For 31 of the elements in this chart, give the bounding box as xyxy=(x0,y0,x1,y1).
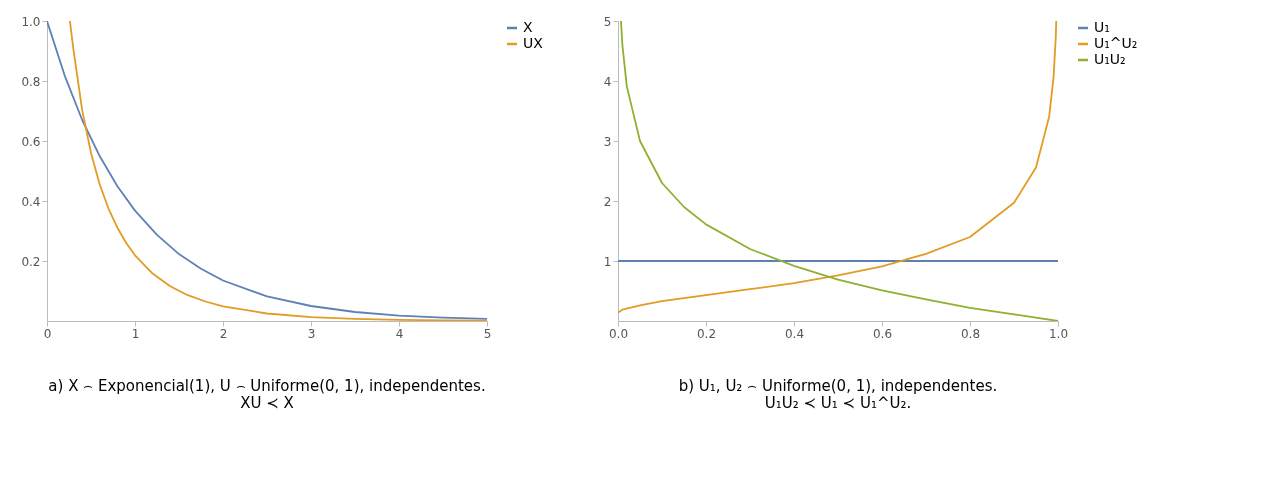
x-tick-label: 1 xyxy=(131,326,140,341)
legend-label: U₁^U₂ xyxy=(1094,35,1138,51)
y-tick-label: 1 xyxy=(603,254,612,269)
y-tick-label: 5 xyxy=(603,14,612,29)
text: a) X ⌢ Exponencial(1), U ⌢ Uniforme(0, 1), independentes. xyxy=(48,377,486,395)
text: XU ≺ X xyxy=(240,394,294,412)
y-tick-label: 0.4 xyxy=(21,194,41,209)
y-tick-label: 0.6 xyxy=(21,134,41,149)
y-tick-label: 3 xyxy=(603,134,612,149)
y-tick-label: 4 xyxy=(603,74,612,89)
x-tick-label: 0.2 xyxy=(696,326,717,341)
y-tick-label: 1.0 xyxy=(21,14,41,29)
legend-label: U₁U₂ xyxy=(1094,51,1126,67)
x-tick-label: 1.0 xyxy=(1048,326,1069,341)
x-tick-label: 4 xyxy=(395,326,404,341)
x-tick-label: 0.4 xyxy=(784,326,805,341)
text: U₁U₂ ≺ U₁ ≺ U₁^U₂. xyxy=(764,394,912,412)
legend-label: UX xyxy=(523,35,544,51)
x-tick-label: 0.0 xyxy=(608,326,629,341)
text: b) U₁, U₂ ⌢ Uniforme(0, 1), independentes. xyxy=(678,377,998,395)
x-tick-label: 0.6 xyxy=(872,326,893,341)
x-tick-label: 2 xyxy=(219,326,228,341)
x-tick-label: 5 xyxy=(483,326,492,341)
y-tick-label: 0.8 xyxy=(21,74,41,89)
legend-label: U₁ xyxy=(1094,19,1110,35)
x-tick-label: 0.8 xyxy=(960,326,981,341)
y-tick-label: 2 xyxy=(603,194,612,209)
x-tick-label: 3 xyxy=(307,326,316,341)
x-tick-label: 0 xyxy=(43,326,52,341)
legend-label: X xyxy=(523,19,533,35)
y-tick-label: 0.2 xyxy=(21,254,41,269)
